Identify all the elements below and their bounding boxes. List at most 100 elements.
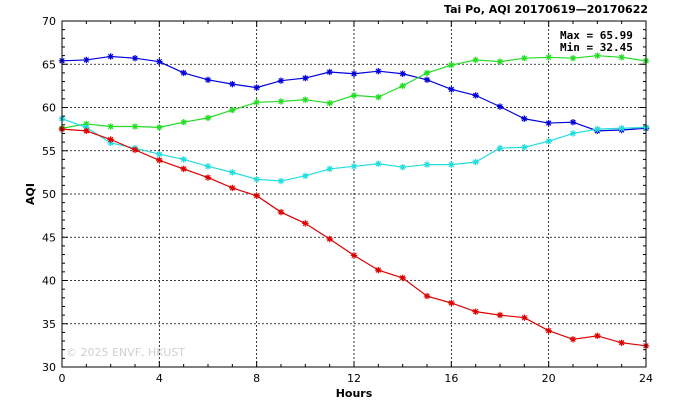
data-point [180,69,187,77]
data-point [399,70,406,77]
data-point [423,161,431,168]
data-point [302,96,309,103]
data-point [399,163,406,171]
data-series [58,52,650,350]
data-point [569,54,577,62]
max-value-label: Max = 65.99 [560,29,633,42]
data-point [521,144,528,151]
data-point [204,76,212,84]
data-point [326,68,333,76]
data-point [496,58,504,65]
y-axis-label: AQI [24,183,37,205]
data-point [83,56,90,64]
data-point [375,93,382,101]
axis-ticks: 0 4 8 12 16 20 24 30 35 40 45 50 55 60 65 70 [42,15,653,385]
data-point [229,80,236,88]
data-point [180,156,187,163]
data-point [545,119,552,127]
data-point [496,311,504,319]
y-tick-label: 30 [42,361,56,374]
data-point [545,327,552,334]
data-point [253,192,260,199]
data-point [375,266,382,274]
data-point [472,92,479,99]
min-value-label: Min = 32.45 [560,41,633,54]
data-point [302,172,309,180]
data-point [326,99,333,107]
series-4 [58,125,650,350]
data-point [204,163,212,170]
data-point [521,314,528,321]
y-tick-label: 55 [42,145,56,158]
data-point [83,120,90,128]
data-point [594,125,601,133]
data-point [204,174,212,181]
data-point [277,208,285,216]
data-point [569,130,577,137]
data-point [350,163,358,170]
y-tick-label: 70 [42,15,56,28]
data-point [302,220,309,227]
data-point [399,82,406,90]
x-tick-label: 12 [347,372,361,385]
data-point [302,74,309,82]
data-point [472,308,479,315]
data-point [229,184,236,192]
y-tick-label: 65 [42,58,56,71]
data-point [545,54,552,61]
data-point [156,124,163,131]
data-point [423,292,431,300]
data-point [521,54,528,62]
data-point [448,161,455,168]
data-point [107,136,114,143]
data-point [448,299,455,307]
data-point [472,56,479,64]
data-point [131,123,139,130]
data-point [131,146,139,154]
data-point [107,139,114,147]
data-point [350,92,358,99]
data-point [399,274,406,282]
data-point [423,69,431,77]
data-point [277,177,285,185]
y-tick-label: 50 [42,188,56,201]
data-point [496,144,504,152]
x-axis-label: Hours [336,387,373,400]
data-point [375,67,382,75]
data-point [423,76,431,84]
y-tick-label: 45 [42,231,56,244]
x-tick-label: 4 [156,372,163,385]
data-point [326,165,333,173]
y-tick-label: 35 [42,318,56,331]
x-tick-label: 24 [639,372,653,385]
data-point [131,54,139,62]
data-point [326,235,333,243]
data-point [180,165,187,173]
data-point [204,114,212,122]
data-point [618,339,625,346]
data-point [277,77,285,84]
x-tick-label: 20 [542,372,556,385]
data-point [253,84,260,91]
copyright-watermark: © 2025 ENVF, HKUST [66,346,185,359]
data-point [83,124,90,131]
data-point [375,160,382,167]
data-point [277,98,285,105]
data-point [350,70,358,77]
data-point [569,336,577,343]
data-point [156,58,163,65]
data-point [594,332,601,340]
data-point [107,53,114,60]
series-2 [58,52,650,132]
data-point [618,125,625,132]
x-tick-label: 0 [59,372,66,385]
data-point [83,127,90,135]
data-point [229,169,236,176]
data-point [107,123,114,130]
data-point [594,52,601,59]
data-point [229,106,236,114]
data-point [448,61,455,69]
data-point [253,176,260,183]
y-tick-label: 60 [42,102,56,115]
